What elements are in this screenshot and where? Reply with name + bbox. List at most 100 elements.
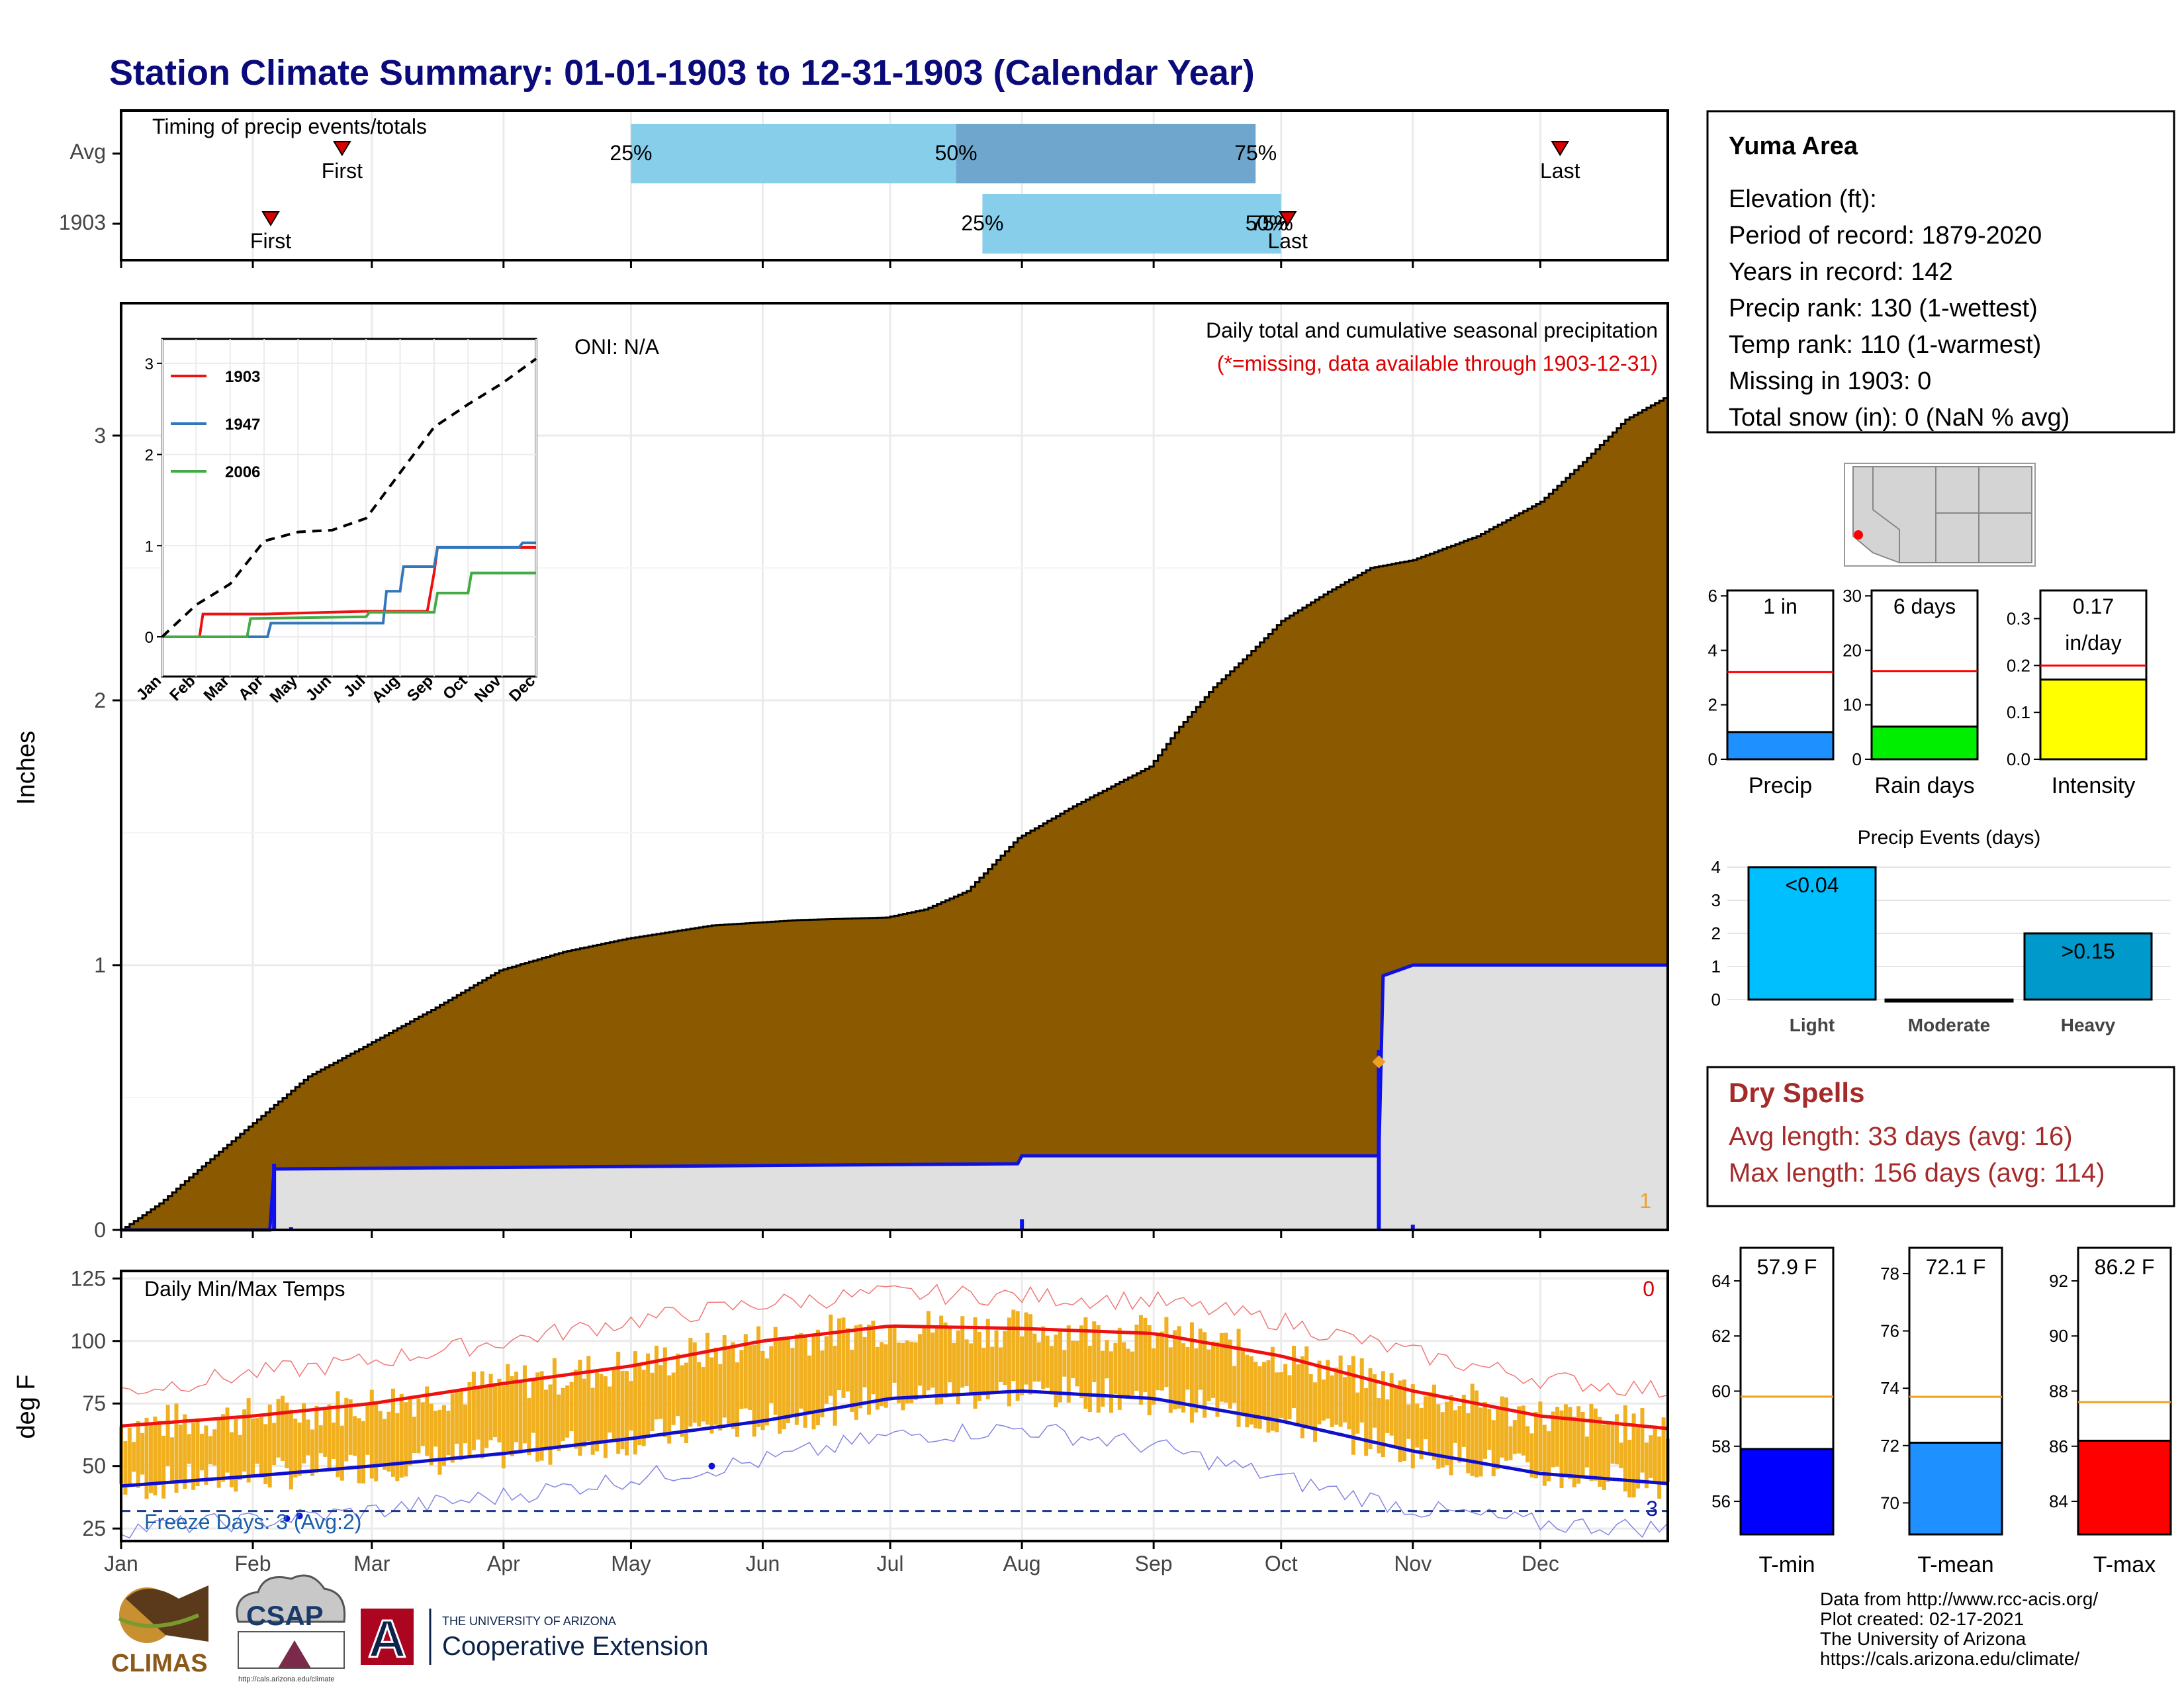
daily-temp-bar [1185,1346,1190,1390]
temp-bar-label: T-mean [1917,1552,1993,1577]
temp-month-label: Dec [1522,1552,1559,1575]
daily-temp-bar [641,1370,646,1446]
temp-month-label: Jun [746,1552,780,1575]
daily-temp-bar [1050,1346,1054,1395]
csap-logo: CSAP http://cals.arizona.edu/climate [236,1574,346,1683]
temp-month-label: Aug [1003,1552,1041,1575]
daily-temp-bar [1453,1410,1457,1443]
temp-month-label: Sep [1135,1552,1173,1575]
daily-temp-bar [306,1419,310,1456]
daily-temp-bar [1011,1309,1016,1382]
daily-temp-bar [1623,1405,1627,1492]
temp-bar-ytick-label: 86 [2049,1436,2068,1456]
mini-bar-ytick-label: 0.0 [2007,749,2030,769]
daily-temp-bar [132,1442,136,1472]
daily-temp-bar [1215,1342,1220,1417]
daily-temp-bar [1479,1407,1483,1477]
daily-temp-bar [1398,1380,1402,1463]
temp-bar-ytick-label: 70 [1880,1493,1899,1513]
daily-temp-bar [289,1409,293,1490]
mini-bar-ytick-label: 20 [1843,640,1862,660]
events-bar-label: Moderate [1908,1015,1990,1035]
temp-month-label: May [611,1552,651,1575]
daily-temp-bar [510,1376,514,1457]
daily-temp-bar [501,1385,506,1469]
daily-temp-bar [688,1338,693,1427]
daily-temp-bar [1232,1366,1237,1403]
daily-temp-bar [285,1402,289,1469]
daily-temp-bar [1266,1360,1271,1433]
daily-precip-bar [1377,1050,1381,1230]
daily-temp-bar [1359,1358,1364,1423]
ua-logo-letter: A [368,1609,406,1668]
daily-temp-bar [722,1335,727,1418]
daily-temp-bar [952,1342,956,1395]
daily-precip-bar [272,1164,277,1230]
station-info-line: Years in record: 142 [1729,258,1953,286]
daily-temp-bar [1610,1424,1615,1464]
station-info-line: Total snow (in): 0 (NaN % avg) [1729,404,2070,432]
daily-temp-bar [1449,1395,1453,1476]
inset-legend-label: 2006 [225,463,260,481]
daily-temp-bar [1410,1384,1415,1469]
daily-temp-bar [327,1404,332,1471]
credit-line: Data from http://www.rcc-acis.org/ [1820,1589,2098,1609]
temp-bar-t-mean [1908,1441,2003,1536]
timing-last-label: Last [1540,159,1580,183]
daily-temp-bar [684,1362,688,1444]
daily-temp-bar [208,1436,212,1465]
missing-note: (*=missing, data available through 1903-… [1217,352,1658,375]
freeze-count: 3 [1646,1497,1658,1521]
daily-temp-bar [1385,1399,1390,1433]
daily-temp-bar [1300,1356,1304,1438]
events-ytick-label: 3 [1711,890,1721,910]
daily-temp-bar [1181,1343,1186,1413]
daily-temp-bar [1015,1311,1020,1401]
daily-temp-bar [807,1355,812,1413]
daily-temp-bar [845,1328,850,1392]
daily-temp-bar [1572,1417,1576,1487]
daily-temp-bar [752,1344,756,1437]
daily-temp-bar [259,1417,263,1477]
daily-temp-bar [1440,1412,1445,1468]
daily-temp-bar [1559,1410,1564,1488]
daily-temp-bar [625,1371,629,1456]
daily-temp-bar [909,1342,914,1403]
daily-temp-bar [654,1345,659,1420]
daily-temp-bar [578,1360,582,1456]
timing-label: Timing of precip events/totals [152,115,427,138]
daily-temp-bar [1168,1347,1173,1413]
daily-temp-bar [1470,1383,1475,1476]
daily-temp-bar [829,1314,833,1396]
daily-temp-bar [357,1418,361,1483]
daily-temp-bar [433,1411,438,1447]
station-info-line: Period of record: 1879-2020 [1729,222,2042,250]
daily-temp-bar [332,1422,336,1460]
events-ytick-label: 2 [1711,923,1721,943]
daily-precip-bar [1410,1225,1415,1230]
temp-bar-label: T-max [2093,1552,2156,1577]
daily-temp-bar [1330,1375,1334,1427]
daily-temp-bar [786,1338,790,1423]
timing-last-label: Last [1267,229,1308,253]
daily-temp-bar [514,1372,519,1442]
daily-temp-bar [1032,1333,1037,1382]
mini-bar-value-label: 1 in [1763,594,1797,618]
daily-temp-bar [1576,1406,1581,1484]
record-low-line [120,1423,1668,1539]
timing-p50-label: 50% [935,141,978,165]
temp-bar-ytick-label: 84 [2049,1491,2068,1511]
precip-marker [1372,1055,1386,1068]
daily-temp-bar [1661,1417,1666,1483]
events-ytick-label: 1 [1711,957,1721,976]
timing-last-marker [1551,141,1570,156]
daily-temp-bar [467,1382,472,1457]
daily-temp-bar [1083,1317,1088,1409]
temp-bar-ytick-label: 90 [2049,1326,2068,1346]
daily-temp-bar [862,1336,867,1387]
station-info-line: Elevation (ft): [1729,185,1877,213]
daily-temp-bar [535,1372,540,1462]
daily-temp-bar [1580,1412,1585,1476]
daily-temp-bar [450,1393,455,1463]
daily-temp-bar [1245,1354,1250,1428]
